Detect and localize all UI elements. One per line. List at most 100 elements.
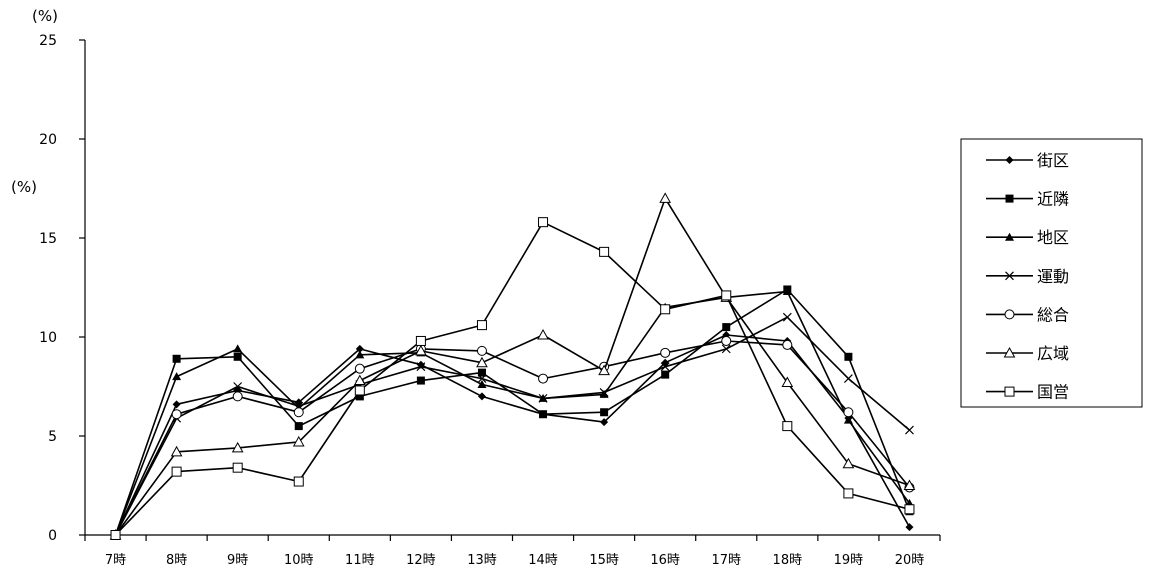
series-line — [114, 316, 911, 536]
data-point — [477, 392, 486, 401]
data-point — [477, 374, 487, 384]
series-1 — [111, 331, 914, 539]
x-tick-label: 17時 — [711, 553, 741, 568]
data-point — [1004, 386, 1015, 397]
data-point — [599, 388, 609, 397]
legend-item: 街区 — [986, 151, 1069, 170]
data-point — [171, 409, 182, 420]
x-tick-label: 8時 — [166, 553, 187, 568]
data-point — [599, 389, 609, 398]
legend-item: 国営 — [986, 383, 1069, 402]
data-point — [843, 488, 854, 499]
unit-label-side: (%) — [11, 178, 37, 196]
data-point — [1005, 271, 1014, 281]
data-point — [537, 328, 549, 340]
legend-item: 運動 — [986, 267, 1069, 286]
data-point — [355, 344, 364, 353]
x-tick-label: 10時 — [284, 553, 314, 568]
x-tick-label: 20時 — [895, 553, 925, 568]
data-point — [293, 407, 304, 418]
data-point — [476, 356, 488, 368]
data-point — [661, 370, 670, 379]
data-point — [599, 246, 610, 257]
data-point — [415, 335, 426, 346]
data-point — [781, 376, 794, 388]
x-tick-label: 14時 — [528, 553, 558, 568]
data-point — [721, 335, 732, 346]
data-point — [782, 421, 793, 432]
data-point — [538, 373, 549, 384]
data-point — [600, 408, 609, 417]
data-point — [905, 425, 914, 435]
data-point — [170, 445, 183, 457]
data-point — [232, 391, 243, 402]
x-tick-label: 13時 — [467, 553, 497, 568]
data-point — [660, 304, 671, 315]
series-line — [114, 221, 910, 536]
data-point — [477, 368, 486, 377]
data-point — [1005, 194, 1014, 203]
series-2 — [111, 285, 914, 539]
data-point — [354, 363, 365, 374]
series-5 — [110, 335, 915, 540]
data-point — [1005, 232, 1014, 241]
series-line — [114, 197, 910, 536]
data-point — [598, 364, 610, 376]
data-point — [355, 350, 365, 359]
data-point — [477, 380, 487, 389]
legend-label: 広域 — [1037, 344, 1069, 363]
data-point — [476, 345, 487, 356]
data-point — [843, 415, 853, 424]
data-point — [905, 523, 914, 532]
series-4 — [111, 312, 914, 540]
data-point — [172, 372, 182, 381]
data-point — [721, 344, 731, 354]
data-point — [233, 382, 243, 391]
series-3 — [111, 286, 914, 539]
x-tick-label: 12時 — [406, 553, 436, 568]
axes: 0 5 10 15 20 25 7時 8時 9時 10時 11時 12時 13時 14時 15時 16時 17時… — [39, 33, 941, 568]
data-point — [293, 476, 304, 487]
data-point — [353, 374, 366, 386]
x-tick-label: 11時 — [345, 553, 375, 568]
data-point — [292, 435, 305, 447]
data-point — [416, 362, 426, 372]
legend-item: 広域 — [986, 344, 1069, 363]
data-point — [843, 374, 853, 384]
data-point — [171, 466, 182, 477]
y-tick-label: 15 — [39, 231, 57, 247]
legend-label: 国営 — [1037, 383, 1069, 402]
legend-item: 近隣 — [986, 190, 1069, 209]
legend-item: 総合 — [986, 305, 1069, 324]
data-point — [232, 462, 243, 473]
data-point — [659, 192, 672, 203]
data-point — [600, 418, 609, 427]
data-point — [233, 352, 242, 361]
data-point — [354, 385, 365, 396]
series-line — [114, 290, 911, 536]
data-point — [904, 504, 915, 515]
data-point — [538, 393, 548, 403]
series-7 — [110, 217, 915, 540]
data-point — [355, 392, 364, 401]
x-tick-label: 19時 — [834, 553, 864, 568]
data-point — [231, 441, 244, 453]
data-point — [1003, 346, 1016, 358]
data-point — [415, 344, 427, 356]
data-point — [1005, 156, 1014, 164]
series-6 — [109, 192, 916, 540]
data-point — [233, 344, 243, 353]
series-layer — [109, 192, 916, 540]
y-tick-label: 5 — [48, 429, 57, 445]
data-point — [844, 352, 853, 361]
data-point — [539, 410, 548, 419]
data-point — [110, 530, 121, 540]
data-point — [843, 407, 854, 418]
legend-label: 総合 — [1037, 305, 1069, 324]
series-line — [114, 340, 911, 536]
legend-label: 街区 — [1037, 151, 1069, 170]
data-point — [476, 320, 487, 331]
x-tick-label: 16時 — [650, 553, 680, 568]
legend-label: 運動 — [1037, 267, 1069, 286]
